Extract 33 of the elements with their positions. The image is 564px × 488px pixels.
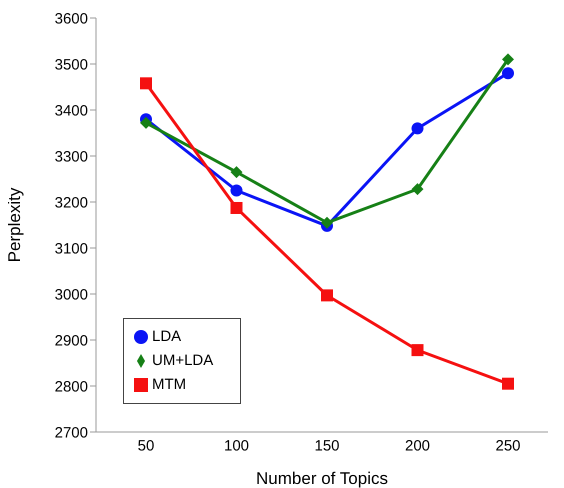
point <box>321 289 333 302</box>
point <box>230 184 242 196</box>
point <box>321 216 333 229</box>
y-tick-label: 3600 <box>54 10 88 28</box>
point <box>502 67 514 80</box>
point <box>140 116 152 129</box>
x-axis-title: Number of Topics <box>256 469 388 488</box>
x-tick-label: 50 <box>138 438 154 455</box>
y-tick-label: 2900 <box>54 332 88 350</box>
y-tick-label: 3300 <box>54 148 88 166</box>
y-tick-label: 3100 <box>54 240 88 258</box>
x-tick-label: 150 <box>314 438 340 455</box>
point <box>502 378 514 390</box>
y-tick-label: 3500 <box>54 56 88 74</box>
y-axis-title: Perplexity <box>5 187 24 262</box>
point <box>230 166 242 178</box>
point <box>412 183 424 196</box>
x-tick-label: 250 <box>495 438 521 455</box>
point <box>412 122 424 134</box>
y-tick-label: 3000 <box>54 286 88 304</box>
legend-label: LDA <box>152 328 182 345</box>
y-tick-label: 3200 <box>54 194 88 212</box>
y-tick-label: 3400 <box>54 102 88 120</box>
point <box>502 53 514 66</box>
legend-label: MTM <box>152 376 186 393</box>
legend-label: UM+LDA <box>152 352 214 369</box>
y-tick-label: 2700 <box>54 424 88 442</box>
x-tick-label: 100 <box>224 438 250 455</box>
point <box>230 202 242 214</box>
x-tick-label: 200 <box>404 438 430 455</box>
y-tick-label: 2800 <box>54 378 88 396</box>
point <box>412 344 424 356</box>
point <box>140 77 152 90</box>
